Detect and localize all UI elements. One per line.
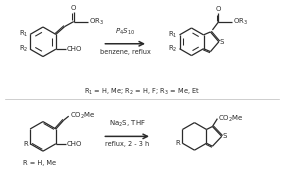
Text: O: O [71, 5, 76, 11]
Text: R$_2$: R$_2$ [18, 44, 28, 54]
Text: O: O [216, 6, 221, 12]
Text: R: R [23, 141, 28, 147]
Text: OR$_3$: OR$_3$ [233, 17, 248, 27]
Text: CO$_2$Me: CO$_2$Me [218, 114, 244, 124]
Text: OR$_3$: OR$_3$ [89, 16, 104, 27]
Text: R$_1$: R$_1$ [18, 29, 28, 40]
Text: Na$_2$S, THF: Na$_2$S, THF [109, 119, 146, 129]
Text: R: R [176, 140, 181, 146]
Text: R$_2$: R$_2$ [168, 44, 178, 54]
Text: CHO: CHO [67, 141, 82, 147]
Text: CHO: CHO [67, 46, 82, 52]
Text: CO$_2$Me: CO$_2$Me [70, 111, 95, 121]
Text: reflux, 2 - 3 h: reflux, 2 - 3 h [105, 141, 149, 147]
Text: R$_1$: R$_1$ [168, 30, 178, 40]
Text: R = H, Me: R = H, Me [23, 160, 56, 166]
Text: R$_1$ = H, Me; R$_2$ = H, F; R$_3$ = Me, Et: R$_1$ = H, Me; R$_2$ = H, F; R$_3$ = Me,… [84, 87, 200, 97]
Text: S: S [220, 39, 224, 45]
Text: S: S [223, 133, 227, 139]
Text: benzene, reflux: benzene, reflux [100, 49, 151, 55]
Text: P$_4$S$_{10}$: P$_4$S$_{10}$ [115, 27, 135, 37]
